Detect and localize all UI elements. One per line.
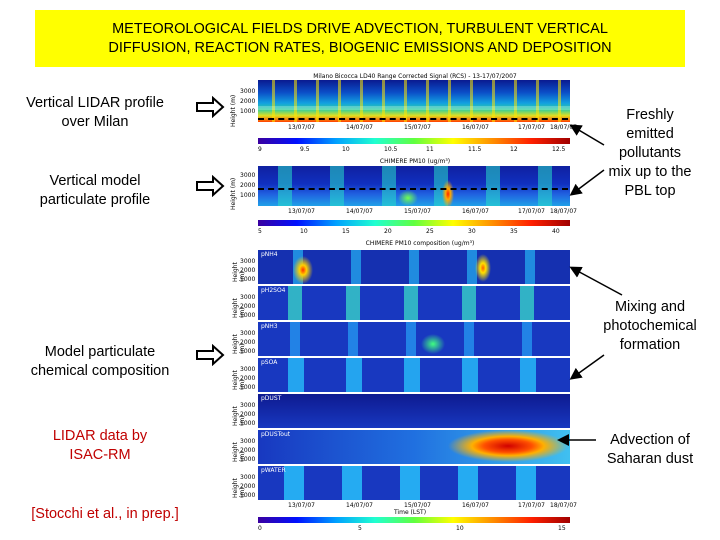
- label-lidar-profile: Vertical LIDAR profile over Milan: [26, 95, 164, 130]
- lidar-cb-ticks: 9 9.5 10 10.5 11 11.5 12 12.5: [258, 146, 566, 153]
- lidar-panel-title: Milano Bicocca LD40 Range Corrected Sign…: [313, 73, 517, 80]
- species-strip: pSOA: [258, 358, 570, 392]
- hollow-arrow-icon: [196, 96, 225, 118]
- label-model-profile: Vertical model particulate profile: [39, 173, 151, 208]
- lidar-colorbar: [258, 138, 570, 144]
- comp-colorbar: [258, 517, 570, 523]
- banner-line-2: DIFFUSION, REACTION RATES, BIOGENIC EMIS…: [108, 39, 612, 56]
- pm-cb-ticks: 5 10 15 20 25 30 35 40: [258, 228, 560, 235]
- arrow-to-pm: [569, 169, 605, 196]
- comp-xlabel: Time (LST): [393, 509, 427, 516]
- comp-panel-title: CHIMERE PM10 composition (ug/m³): [365, 240, 475, 247]
- comp-yticks: 3000 2000 1000 3000 2000 1000 3000 2000 …: [240, 258, 256, 499]
- species-strip: pDUST: [258, 394, 570, 428]
- banner-line-1: METEOROLOGICAL FIELDS DRIVE ADVECTION, T…: [112, 20, 608, 37]
- hollow-arrow-icon: [196, 175, 225, 197]
- comp-stack: pNH4 pH2SO4 pNH3 pSOA pDUST pDUSTout pWA…: [258, 250, 570, 502]
- pbl-dashed-line: [258, 188, 568, 190]
- pm-date-axis: 13/07/07 14/07/07 15/07/07 16/07/07 17/0…: [288, 208, 577, 215]
- pbl-dashed-line: [258, 118, 568, 120]
- arrow-to-lidar: [569, 124, 605, 146]
- label-fresh-emitted: Freshly emitted pollutants mix up to the PB…: [608, 107, 692, 199]
- pm-panel-title: CHIMERE PM10 (ug/m³): [379, 158, 451, 165]
- pm-colorbar: [258, 220, 570, 226]
- species-strip: pDUSTout: [258, 430, 570, 464]
- citation: [Stocchi et al., in prep.]: [31, 506, 179, 522]
- species-strip: pWATER: [258, 466, 570, 500]
- comp-cb-ticks: 0 5 10 15: [258, 525, 566, 532]
- comp-date-axis: 13/07/07 14/07/07 15/07/07 16/07/07 17/0…: [288, 502, 577, 509]
- arrow-to-psoa: [569, 354, 605, 380]
- pm-heatmap: [258, 166, 570, 206]
- hollow-arrow-icon: [196, 344, 225, 366]
- species-strip: pNH4: [258, 250, 570, 284]
- label-lidar-data: LIDAR data by ISAC-RM: [52, 428, 148, 463]
- species-strip: pNH3: [258, 322, 570, 356]
- lidar-date-axis: 13/07/07 14/07/07 15/07/07 16/07/07 17/0…: [288, 124, 577, 131]
- lidar-heatmap: [258, 80, 570, 122]
- label-chem-composition: Model particulate chemical composition: [30, 344, 170, 379]
- label-mixing: Mixing and photochemical formation: [603, 299, 697, 353]
- species-strip: pH2SO4: [258, 286, 570, 320]
- arrow-to-pnh4: [569, 266, 623, 296]
- title-banner: METEOROLOGICAL FIELDS DRIVE ADVECTION, T…: [35, 10, 685, 67]
- label-advection: Advection of Saharan dust: [606, 432, 694, 467]
